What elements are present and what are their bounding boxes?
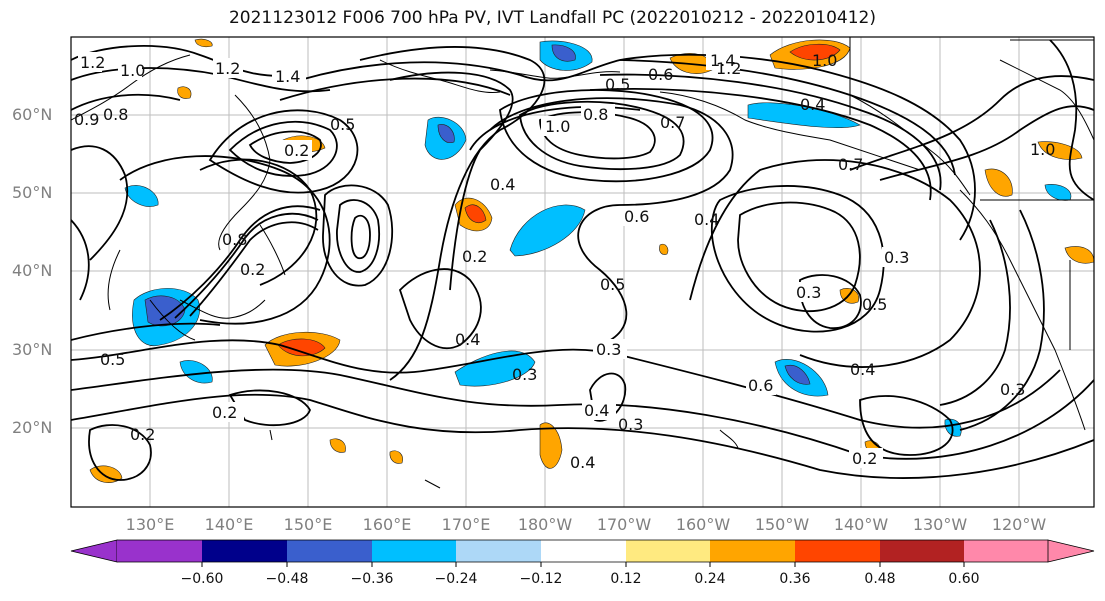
shaded-anomalies — [89, 38, 1094, 483]
lat-label: 30°N — [12, 340, 53, 359]
lon-label: 170°W — [596, 515, 652, 534]
contour-label: 0.2 — [852, 449, 877, 468]
positive-anomaly-subtropic — [539, 422, 563, 469]
lon-label: 180°W — [517, 515, 573, 534]
contour-label: 0.4 — [490, 175, 515, 194]
lat-label: 20°N — [12, 418, 53, 437]
colorbar — [70, 539, 1095, 567]
negative-anomaly-alaska — [747, 102, 861, 129]
lon-label: 130°E — [125, 515, 175, 534]
lon-label: 140°E — [204, 515, 254, 534]
contour-label: 1.4 — [275, 67, 300, 86]
contour-label: 0.2 — [462, 247, 487, 266]
contour-label: 0.5 — [330, 115, 355, 134]
colorbar-extend-high — [1047, 539, 1095, 563]
map-title: 2021123012 F006 700 hPa PV, IVT Landfall… — [228, 8, 876, 28]
contour-label: 1.0 — [120, 61, 145, 80]
contour-label: 0.6 — [648, 65, 673, 84]
colorbar-tick-label: −0.60 — [180, 571, 224, 587]
colorbar-segment — [117, 540, 202, 562]
map-frame — [70, 36, 1095, 508]
colorbar-tick-label: 0.36 — [779, 571, 811, 587]
contour-label: 0.3 — [796, 283, 821, 302]
colorbar-tick-label: 0.24 — [694, 571, 726, 587]
lat-label: 40°N — [12, 261, 53, 280]
pv-contours — [71, 39, 1094, 481]
colorbar-segment — [202, 540, 287, 562]
colorbar-segment — [541, 540, 626, 562]
lon-label: 150°E — [283, 515, 333, 534]
colorbar-segment — [710, 540, 795, 562]
contour-label: 1.4 — [710, 51, 735, 70]
colorbar-tick-label: 0.48 — [864, 571, 896, 587]
contour-label: 0.4 — [800, 95, 825, 114]
contour-label: 1.2 — [215, 59, 240, 78]
colorbar-segment — [795, 540, 880, 562]
contour-label: 0.7 — [660, 113, 685, 132]
contour-label: 0.8 — [222, 230, 247, 249]
contour-label: 0.9 — [74, 110, 99, 129]
lon-label: 160°E — [362, 515, 412, 534]
contour-label: 0.2 — [130, 425, 155, 444]
contour-label: 0.3 — [596, 340, 621, 359]
colorbar-segment — [456, 540, 541, 562]
contour-label: 0.4 — [455, 330, 480, 349]
contour-label-group: 1.2 1.0 1.4 1.2 0.9 0.8 0.2 0.5 1.0 0.8 … — [74, 50, 1055, 472]
contour-label: 0.3 — [512, 365, 537, 384]
contour-label: 0.2 — [240, 260, 265, 279]
colorbar-extend-low — [70, 539, 118, 563]
colorbar-segment — [372, 540, 456, 562]
contour-label: 0.3 — [1000, 380, 1025, 399]
colorbar-segment — [287, 540, 372, 562]
contour-label: 0.6 — [748, 376, 773, 395]
colorbar-tick-label: −0.24 — [434, 571, 478, 587]
contour-label: 0.4 — [850, 360, 875, 379]
lon-label: 140°W — [833, 515, 889, 534]
contour-label: 0.2 — [212, 403, 237, 422]
lon-label: 130°W — [912, 515, 968, 534]
contour-label: 0.2 — [284, 141, 309, 160]
contour-label: 0.7 — [838, 155, 863, 174]
coastlines — [71, 37, 1094, 489]
contour-label: 0.5 — [100, 350, 125, 369]
colorbar-segment — [964, 540, 1048, 562]
contour-label: 0.5 — [605, 75, 630, 94]
negative-anomaly-pacific-1 — [454, 350, 536, 387]
colorbar-segment — [880, 540, 964, 562]
colorbar-tick-label: 0.12 — [610, 571, 642, 587]
contour-label: 1.0 — [1030, 140, 1055, 159]
lon-label: 160°W — [675, 515, 731, 534]
colorbar-tick-label: 0.60 — [948, 571, 980, 587]
contour-label: 0.5 — [600, 275, 625, 294]
lon-label: 150°W — [754, 515, 810, 534]
contour-label: 0.4 — [584, 401, 609, 420]
colorbar-tick-label: −0.48 — [265, 571, 309, 587]
colorbar-segment — [626, 540, 710, 562]
contour-label: 0.6 — [624, 207, 649, 226]
lat-label: 60°N — [12, 105, 53, 124]
negative-anomaly-pacific-2 — [509, 204, 586, 257]
contour-label: 1.0 — [545, 117, 570, 136]
contour-label: 0.8 — [103, 105, 128, 124]
contour-label: 1.2 — [80, 53, 105, 72]
lat-label: 50°N — [12, 183, 53, 202]
contour-label: 0.4 — [570, 453, 595, 472]
lon-label: 170°E — [441, 515, 491, 534]
colorbar-tick-label: −0.36 — [350, 571, 394, 587]
contour-label: 0.3 — [884, 248, 909, 267]
contour-label: 1.2 — [716, 59, 741, 78]
lon-label: 120°W — [991, 515, 1047, 534]
colorbar-tick-label: −0.12 — [519, 571, 563, 587]
contour-label: 1.0 — [812, 51, 837, 70]
contour-label: 0.5 — [862, 295, 887, 314]
contour-label: 0.3 — [618, 415, 643, 434]
contour-label: 0.4 — [694, 210, 719, 229]
contour-label: 0.8 — [583, 105, 608, 124]
